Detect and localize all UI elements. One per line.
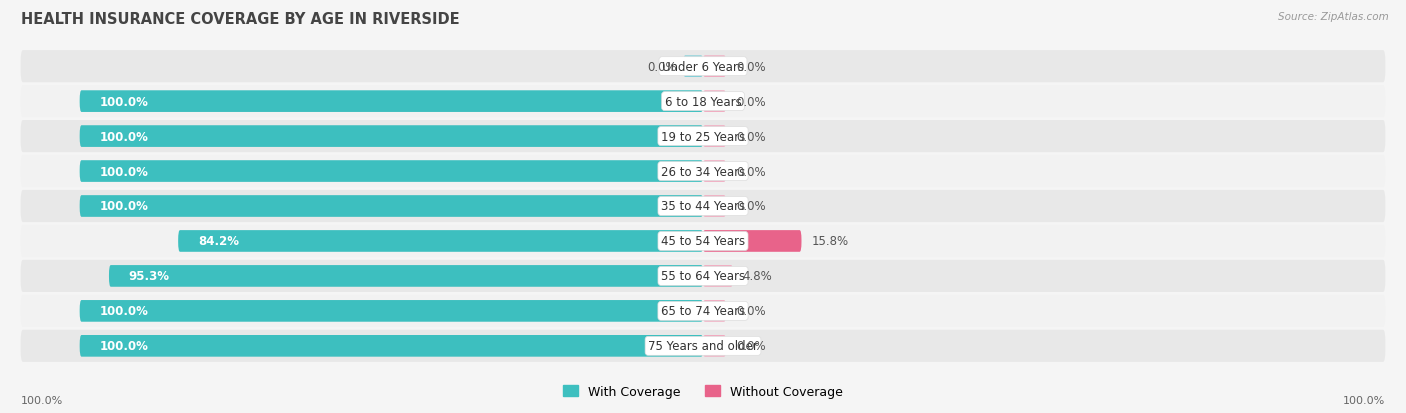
Text: 0.0%: 0.0% [735,61,765,74]
Text: 95.3%: 95.3% [129,270,170,283]
Text: 26 to 34 Years: 26 to 34 Years [661,165,745,178]
Text: 35 to 44 Years: 35 to 44 Years [661,200,745,213]
Legend: With Coverage, Without Coverage: With Coverage, Without Coverage [562,385,844,398]
FancyBboxPatch shape [80,126,703,147]
FancyBboxPatch shape [683,56,703,78]
Text: 84.2%: 84.2% [198,235,239,248]
Text: 100.0%: 100.0% [100,165,148,178]
Text: 4.8%: 4.8% [742,270,772,283]
FancyBboxPatch shape [80,335,703,357]
FancyBboxPatch shape [703,266,733,287]
FancyBboxPatch shape [21,190,1385,223]
Text: 45 to 54 Years: 45 to 54 Years [661,235,745,248]
FancyBboxPatch shape [21,330,1385,362]
Text: 100.0%: 100.0% [21,395,63,405]
Text: 100.0%: 100.0% [100,95,148,108]
Text: 6 to 18 Years: 6 to 18 Years [665,95,741,108]
Text: 0.0%: 0.0% [647,61,676,74]
Text: 100.0%: 100.0% [100,339,148,352]
FancyBboxPatch shape [110,266,703,287]
Text: 19 to 25 Years: 19 to 25 Years [661,130,745,143]
Text: Source: ZipAtlas.com: Source: ZipAtlas.com [1278,12,1389,22]
Text: 55 to 64 Years: 55 to 64 Years [661,270,745,283]
FancyBboxPatch shape [703,91,725,113]
FancyBboxPatch shape [21,121,1385,153]
FancyBboxPatch shape [703,335,725,357]
FancyBboxPatch shape [21,86,1385,118]
Text: 0.0%: 0.0% [735,95,765,108]
FancyBboxPatch shape [80,196,703,217]
Text: 100.0%: 100.0% [100,200,148,213]
FancyBboxPatch shape [703,230,801,252]
Text: HEALTH INSURANCE COVERAGE BY AGE IN RIVERSIDE: HEALTH INSURANCE COVERAGE BY AGE IN RIVE… [21,12,460,27]
Text: 100.0%: 100.0% [100,305,148,318]
Text: 15.8%: 15.8% [811,235,848,248]
Text: 0.0%: 0.0% [735,305,765,318]
FancyBboxPatch shape [703,161,725,183]
FancyBboxPatch shape [21,225,1385,257]
FancyBboxPatch shape [703,196,725,217]
Text: 100.0%: 100.0% [1343,395,1385,405]
Text: 0.0%: 0.0% [735,130,765,143]
Text: 100.0%: 100.0% [100,130,148,143]
FancyBboxPatch shape [703,300,725,322]
Text: Under 6 Years: Under 6 Years [662,61,744,74]
FancyBboxPatch shape [21,51,1385,83]
FancyBboxPatch shape [80,300,703,322]
FancyBboxPatch shape [21,156,1385,188]
Text: 0.0%: 0.0% [735,339,765,352]
FancyBboxPatch shape [703,126,725,147]
FancyBboxPatch shape [179,230,703,252]
Text: 0.0%: 0.0% [735,200,765,213]
FancyBboxPatch shape [80,91,703,113]
FancyBboxPatch shape [21,295,1385,327]
FancyBboxPatch shape [703,56,725,78]
Text: 75 Years and older: 75 Years and older [648,339,758,352]
FancyBboxPatch shape [21,260,1385,292]
Text: 0.0%: 0.0% [735,165,765,178]
FancyBboxPatch shape [80,161,703,183]
Text: 65 to 74 Years: 65 to 74 Years [661,305,745,318]
